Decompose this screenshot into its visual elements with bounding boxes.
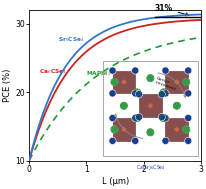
X-axis label: L (μm): L (μm) xyxy=(101,177,128,186)
Text: Sr$_6$CSe$_4$: Sr$_6$CSe$_4$ xyxy=(57,35,84,43)
Y-axis label: PCE (%): PCE (%) xyxy=(4,69,12,102)
Text: 31%: 31% xyxy=(154,4,188,16)
Text: Ca$_6$CSe$_4$: Ca$_6$CSe$_4$ xyxy=(39,67,67,76)
Text: MAPbI$_3$: MAPbI$_3$ xyxy=(86,69,111,78)
